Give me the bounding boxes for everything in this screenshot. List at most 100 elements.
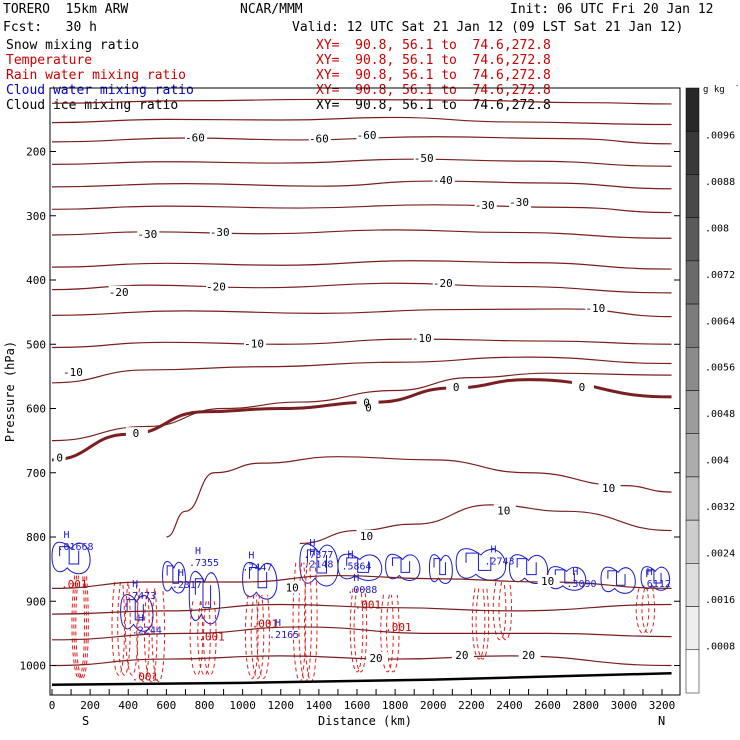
rain-water-contour [635,588,650,634]
colorbar-swatch [685,563,700,607]
max-value-label: .7447 [242,563,272,574]
rain-water-contour [244,594,259,679]
cloud-water-contour [547,566,587,591]
rain-contour-label: .001 [132,670,159,683]
isotherm-label: 0 [363,396,370,409]
isotherm-label-bg [108,285,131,298]
forecast-hour: Fcst: 30 h [3,20,97,35]
org-title: NCAR/MMM [240,2,303,17]
colorbar-unit-sup: -1 [735,82,740,90]
max-value-label: .5864 [341,561,371,572]
rain-water-contour [380,594,394,673]
x-tick-label: 2200 [458,699,485,712]
colorbar-tick-label: .004 [705,456,729,467]
legend-xy-range: XY= 90.8, 56.1 to 74.6,272.8 [316,38,551,53]
cloud-water-contour [162,561,186,594]
rain-water-contour [124,581,139,676]
max-h-marker: H [63,530,69,541]
isotherm-line [51,282,672,294]
x-tick-label: 1600 [344,699,371,712]
isotherm-label: -30 [509,196,529,209]
cloud-water-contour [428,554,453,584]
max-h-marker: H [275,618,281,629]
isotherm-label-bg [585,301,608,314]
isotherm-line [51,338,672,349]
max-h-marker: H [309,538,315,549]
rain-water-contour [73,575,87,679]
max-h-marker: H [178,568,184,579]
max-h-marker: H [309,547,315,558]
isotherm-label-bg [362,401,375,414]
rain-contour-label: .001 [61,578,88,591]
x-tick-label: 0 [49,699,56,712]
isotherm-label-bg [571,380,594,393]
legend-xy-range: XY= 90.8, 56.1 to 74.6,272.8 [316,83,551,98]
isotherm-label-bg [282,581,305,594]
max-h-marker: H [248,551,254,562]
rain-water-contour [143,588,158,683]
isotherm-label: 10 [497,504,510,517]
isotherm-line [51,626,672,641]
y-tick-label: 800 [26,531,46,544]
isotherm-label: -10 [412,332,432,345]
max-h-marker: H [353,573,359,584]
isotherm-label-bg [598,481,621,494]
isotherm-label: 10 [360,530,373,543]
rain-water-contour [498,581,513,641]
rain-water-contour [111,581,126,676]
isotherm-line [51,98,672,105]
isotherm-label-bg [474,199,497,212]
x-tick-label: 1000 [229,699,256,712]
isotherm-line [51,180,672,190]
max-value-label: .3090 [566,579,596,590]
legend-label: Cloud water mixing ratio [6,83,194,98]
model-title: TORERO 15km ARW [3,2,129,17]
colorbar-tick-label: .0008 [705,641,735,652]
isotherm-line [51,204,672,214]
y-tick-label: 200 [26,146,46,159]
isotherm-label-bg [125,427,148,440]
isotherm-label-bg [446,380,469,393]
isotherm-label-bg [356,530,379,542]
max-value-label: .2244 [132,626,162,637]
cloud-water-contour [385,553,421,581]
isotherm-label: -20 [109,286,129,299]
temperature-group [51,98,672,667]
cloud-water-contour [607,570,626,586]
legend-label: Temperature [6,53,93,68]
max-h-marker: H [138,614,144,625]
cloud-water-contour [433,558,446,576]
legend-xy-range: XY= 90.8, 56.1 to 74.6,272.8 [316,68,551,83]
rain-water-contour [304,562,318,683]
isotherm-label: -60 [357,129,377,142]
y-tick-label: 900 [26,595,46,608]
cloud-water-contour [120,594,154,632]
colorbar-swatch [685,347,700,391]
colorbar-unit: g kg [703,85,725,95]
cloud-water-contour [188,571,221,625]
x-axis-title: Distance (km) [318,714,412,728]
colorbar-swatch [685,303,700,348]
cloud-water-contour [242,561,278,600]
rain-water-contour [151,588,166,683]
isotherm-label-bg [209,226,232,239]
rain-water-contour [475,588,490,660]
colorbar-tick-label: .0056 [705,363,735,374]
legend-label: Cloud ice mixing ratio [6,98,179,113]
colorbar-swatch [685,519,700,564]
isotherm-label-bg [493,504,516,517]
max-h-marker: H [647,567,653,578]
isotherm-label-bg [413,152,436,165]
max-h-marker: H [195,546,201,557]
isotherm-label-bg [184,131,207,144]
isotherm-line [51,158,672,167]
isotherm-label-bg [411,332,434,345]
isotherm-label: -50 [414,152,434,165]
isotherm-label-bg [537,574,560,587]
isotherm-line [51,308,672,318]
colorbar-swatch [685,649,700,694]
rain-water-contour [349,588,364,673]
isotherm-line [166,456,672,538]
isotherm-label-bg [518,648,541,661]
rain-water-contour [492,581,507,641]
